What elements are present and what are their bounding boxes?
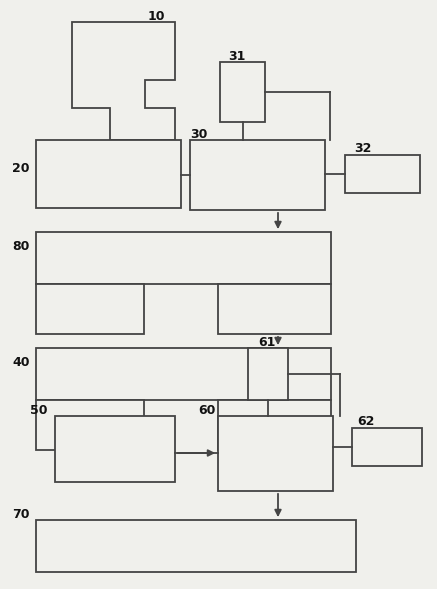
Bar — [218, 284, 331, 334]
Text: 70: 70 — [12, 508, 30, 521]
Bar — [36, 140, 181, 208]
Text: 60: 60 — [198, 404, 215, 417]
Text: 32: 32 — [354, 142, 371, 155]
Text: 31: 31 — [228, 50, 245, 63]
Bar — [36, 284, 144, 334]
Bar — [218, 416, 333, 491]
Text: 61: 61 — [258, 336, 275, 349]
Bar — [345, 155, 420, 193]
Bar — [190, 140, 325, 210]
Text: 80: 80 — [12, 240, 29, 253]
Text: 10: 10 — [148, 10, 166, 23]
Bar — [36, 232, 331, 284]
Bar — [36, 520, 356, 572]
Bar — [248, 348, 288, 400]
Bar — [218, 400, 331, 450]
Text: 30: 30 — [190, 128, 208, 141]
Text: 40: 40 — [12, 356, 30, 369]
Bar — [352, 428, 422, 466]
Text: 20: 20 — [12, 162, 30, 175]
Bar — [220, 62, 265, 122]
Bar — [36, 400, 144, 450]
Bar — [55, 416, 175, 482]
Bar — [36, 348, 331, 400]
Text: 50: 50 — [30, 404, 48, 417]
Polygon shape — [72, 22, 175, 140]
Text: 62: 62 — [357, 415, 375, 428]
